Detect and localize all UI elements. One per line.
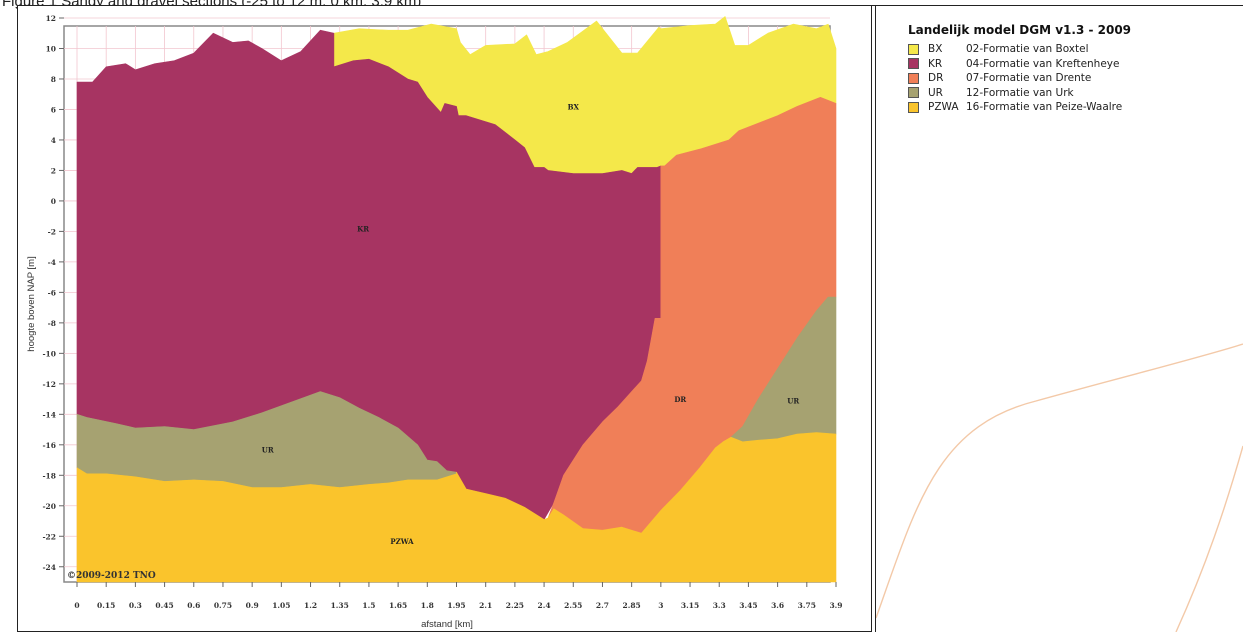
y-tick-label-0: 12: [46, 14, 56, 23]
copyright-text: ©2009-2012 TNO: [67, 571, 156, 581]
x-tick-label-11: 1.65: [389, 601, 407, 610]
x-tick-label-21: 3.15: [681, 601, 699, 610]
x-tick-label-2: 0.3: [129, 601, 142, 610]
y-tick-label-7: -2: [48, 227, 56, 236]
legend-label: 12-Formatie van Urk: [966, 86, 1074, 99]
y-tick-label-16: -20: [42, 502, 56, 511]
legend-swatch: [908, 43, 919, 55]
y-tick-label-12: -12: [42, 380, 56, 389]
y-tick-label-9: -6: [48, 288, 56, 297]
legend-label: 02-Formatie van Boxtel: [966, 43, 1089, 56]
legend-label: 16-Formatie van Peize-Waalre: [966, 101, 1123, 114]
x-tick-label-10: 1.5: [362, 601, 375, 610]
y-tick-label-13: -14: [42, 410, 56, 419]
y-tick-label-17: -22: [42, 532, 56, 541]
legend-item-bx: BX 02-Formatie van Boxtel: [908, 42, 1131, 57]
legend-code: KR: [928, 57, 943, 70]
x-tick-label-1: 0.15: [97, 601, 115, 610]
x-tick-label-5: 0.75: [214, 601, 232, 610]
x-tick-label-25: 3.75: [798, 601, 816, 610]
legend-swatch: [908, 87, 919, 99]
axis-ticks: 12 10 8 6 4 2 0 -2 -4 -6 -8 -10 -12 -14 -16 -18 -20 -22 -2…: [42, 14, 842, 610]
y-tick-label-11: -10: [42, 349, 56, 358]
decorative-curve: [876, 343, 1243, 632]
legend-list: BX 02-Formatie van Boxtel KR 04-Formatie va…: [908, 42, 1131, 115]
x-tick-label-0: 0: [74, 601, 79, 610]
formation-labels: BX KR DR UR UR PZWA: [262, 102, 800, 545]
legend-label: 04-Formatie van Kreftenheye: [966, 57, 1120, 70]
formation-label-ur-3: UR: [787, 397, 799, 406]
x-tick-label-20: 3: [658, 601, 663, 610]
legend-panel: [875, 5, 1243, 632]
legend-code: DR: [928, 72, 944, 85]
x-tick-label-12: 1.8: [421, 601, 434, 610]
y-tick-label-10: -8: [48, 319, 56, 328]
formation-label-dr-2: DR: [674, 395, 686, 404]
y-tick-label-4: 4: [51, 136, 56, 145]
panel-divider: [872, 5, 1243, 6]
legend-item-ur: UR 12-Formatie van Urk: [908, 86, 1131, 101]
y-tick-label-8: -4: [48, 258, 56, 267]
legend-swatch: [908, 101, 919, 113]
y-tick-label-14: -16: [42, 441, 56, 450]
y-tick-label-5: 2: [51, 166, 56, 175]
legend-code: UR: [928, 86, 943, 99]
x-tick-label-14: 2.1: [479, 601, 492, 610]
x-tick-label-4: 0.6: [187, 601, 200, 610]
x-tick-label-16: 2.4: [538, 601, 551, 610]
x-tick-label-24: 3.6: [771, 601, 784, 610]
legend: Landelijk model DGM v1.3 - 2009 BX 02-For…: [908, 23, 1131, 115]
formation-label-pzwa-5: PZWA: [390, 537, 414, 546]
formation-areas: [76, 16, 837, 583]
y-tick-label-15: -18: [42, 471, 56, 480]
x-tick-label-9: 1.35: [331, 601, 349, 610]
x-tick-label-22: 3.3: [713, 601, 726, 610]
formation-area-pzwa-5: [76, 432, 837, 583]
legend-swatch: [908, 72, 919, 84]
legend-label: 07-Formatie van Drente: [966, 72, 1092, 85]
x-tick-label-6: 0.9: [246, 601, 259, 610]
y-axis-label: hoogte boven NAP [m]: [26, 256, 37, 351]
x-tick-label-8: 1.2: [304, 601, 317, 610]
x-tick-label-3: 0.45: [155, 601, 173, 610]
formation-label-kr-1: KR: [357, 224, 369, 233]
x-tick-label-15: 2.25: [506, 601, 524, 610]
x-axis-label: afstand [km]: [421, 619, 473, 630]
legend-item-dr: DR 07-Formatie van Drente: [908, 71, 1131, 86]
cross-section-chart: BX KR DR UR UR PZWA 12 10 8 6 4 2 0 -2 -4 -6 -8 -10 -12 -1…: [26, 14, 843, 630]
y-tick-label-6: 0: [51, 197, 56, 206]
legend-title: Landelijk model DGM v1.3 - 2009: [908, 23, 1132, 37]
x-tick-label-26: 3.9: [829, 601, 842, 610]
y-tick-label-2: 8: [51, 75, 56, 84]
formation-label-ur-4: UR: [262, 445, 274, 454]
x-tick-label-18: 2.7: [596, 601, 609, 610]
legend-code: PZWA: [928, 101, 959, 114]
x-tick-label-19: 2.85: [623, 601, 641, 610]
y-tick-label-18: -24: [42, 563, 56, 572]
legend-swatch: [908, 58, 919, 70]
legend-code: BX: [928, 43, 943, 56]
legend-item-pzwa: PZWA 16-Formatie van Peize-Waalre: [908, 100, 1131, 115]
x-tick-label-13: 1.95: [447, 601, 465, 610]
formation-label-bx-0: BX: [568, 102, 580, 111]
x-tick-label-23: 3.45: [739, 601, 757, 610]
x-tick-label-7: 1.05: [272, 601, 290, 610]
y-tick-label-3: 6: [51, 105, 56, 114]
legend-item-kr: KR 04-Formatie van Kreftenheye: [908, 57, 1131, 72]
x-tick-label-17: 2.55: [564, 601, 582, 610]
y-tick-label-1: 10: [46, 44, 56, 53]
